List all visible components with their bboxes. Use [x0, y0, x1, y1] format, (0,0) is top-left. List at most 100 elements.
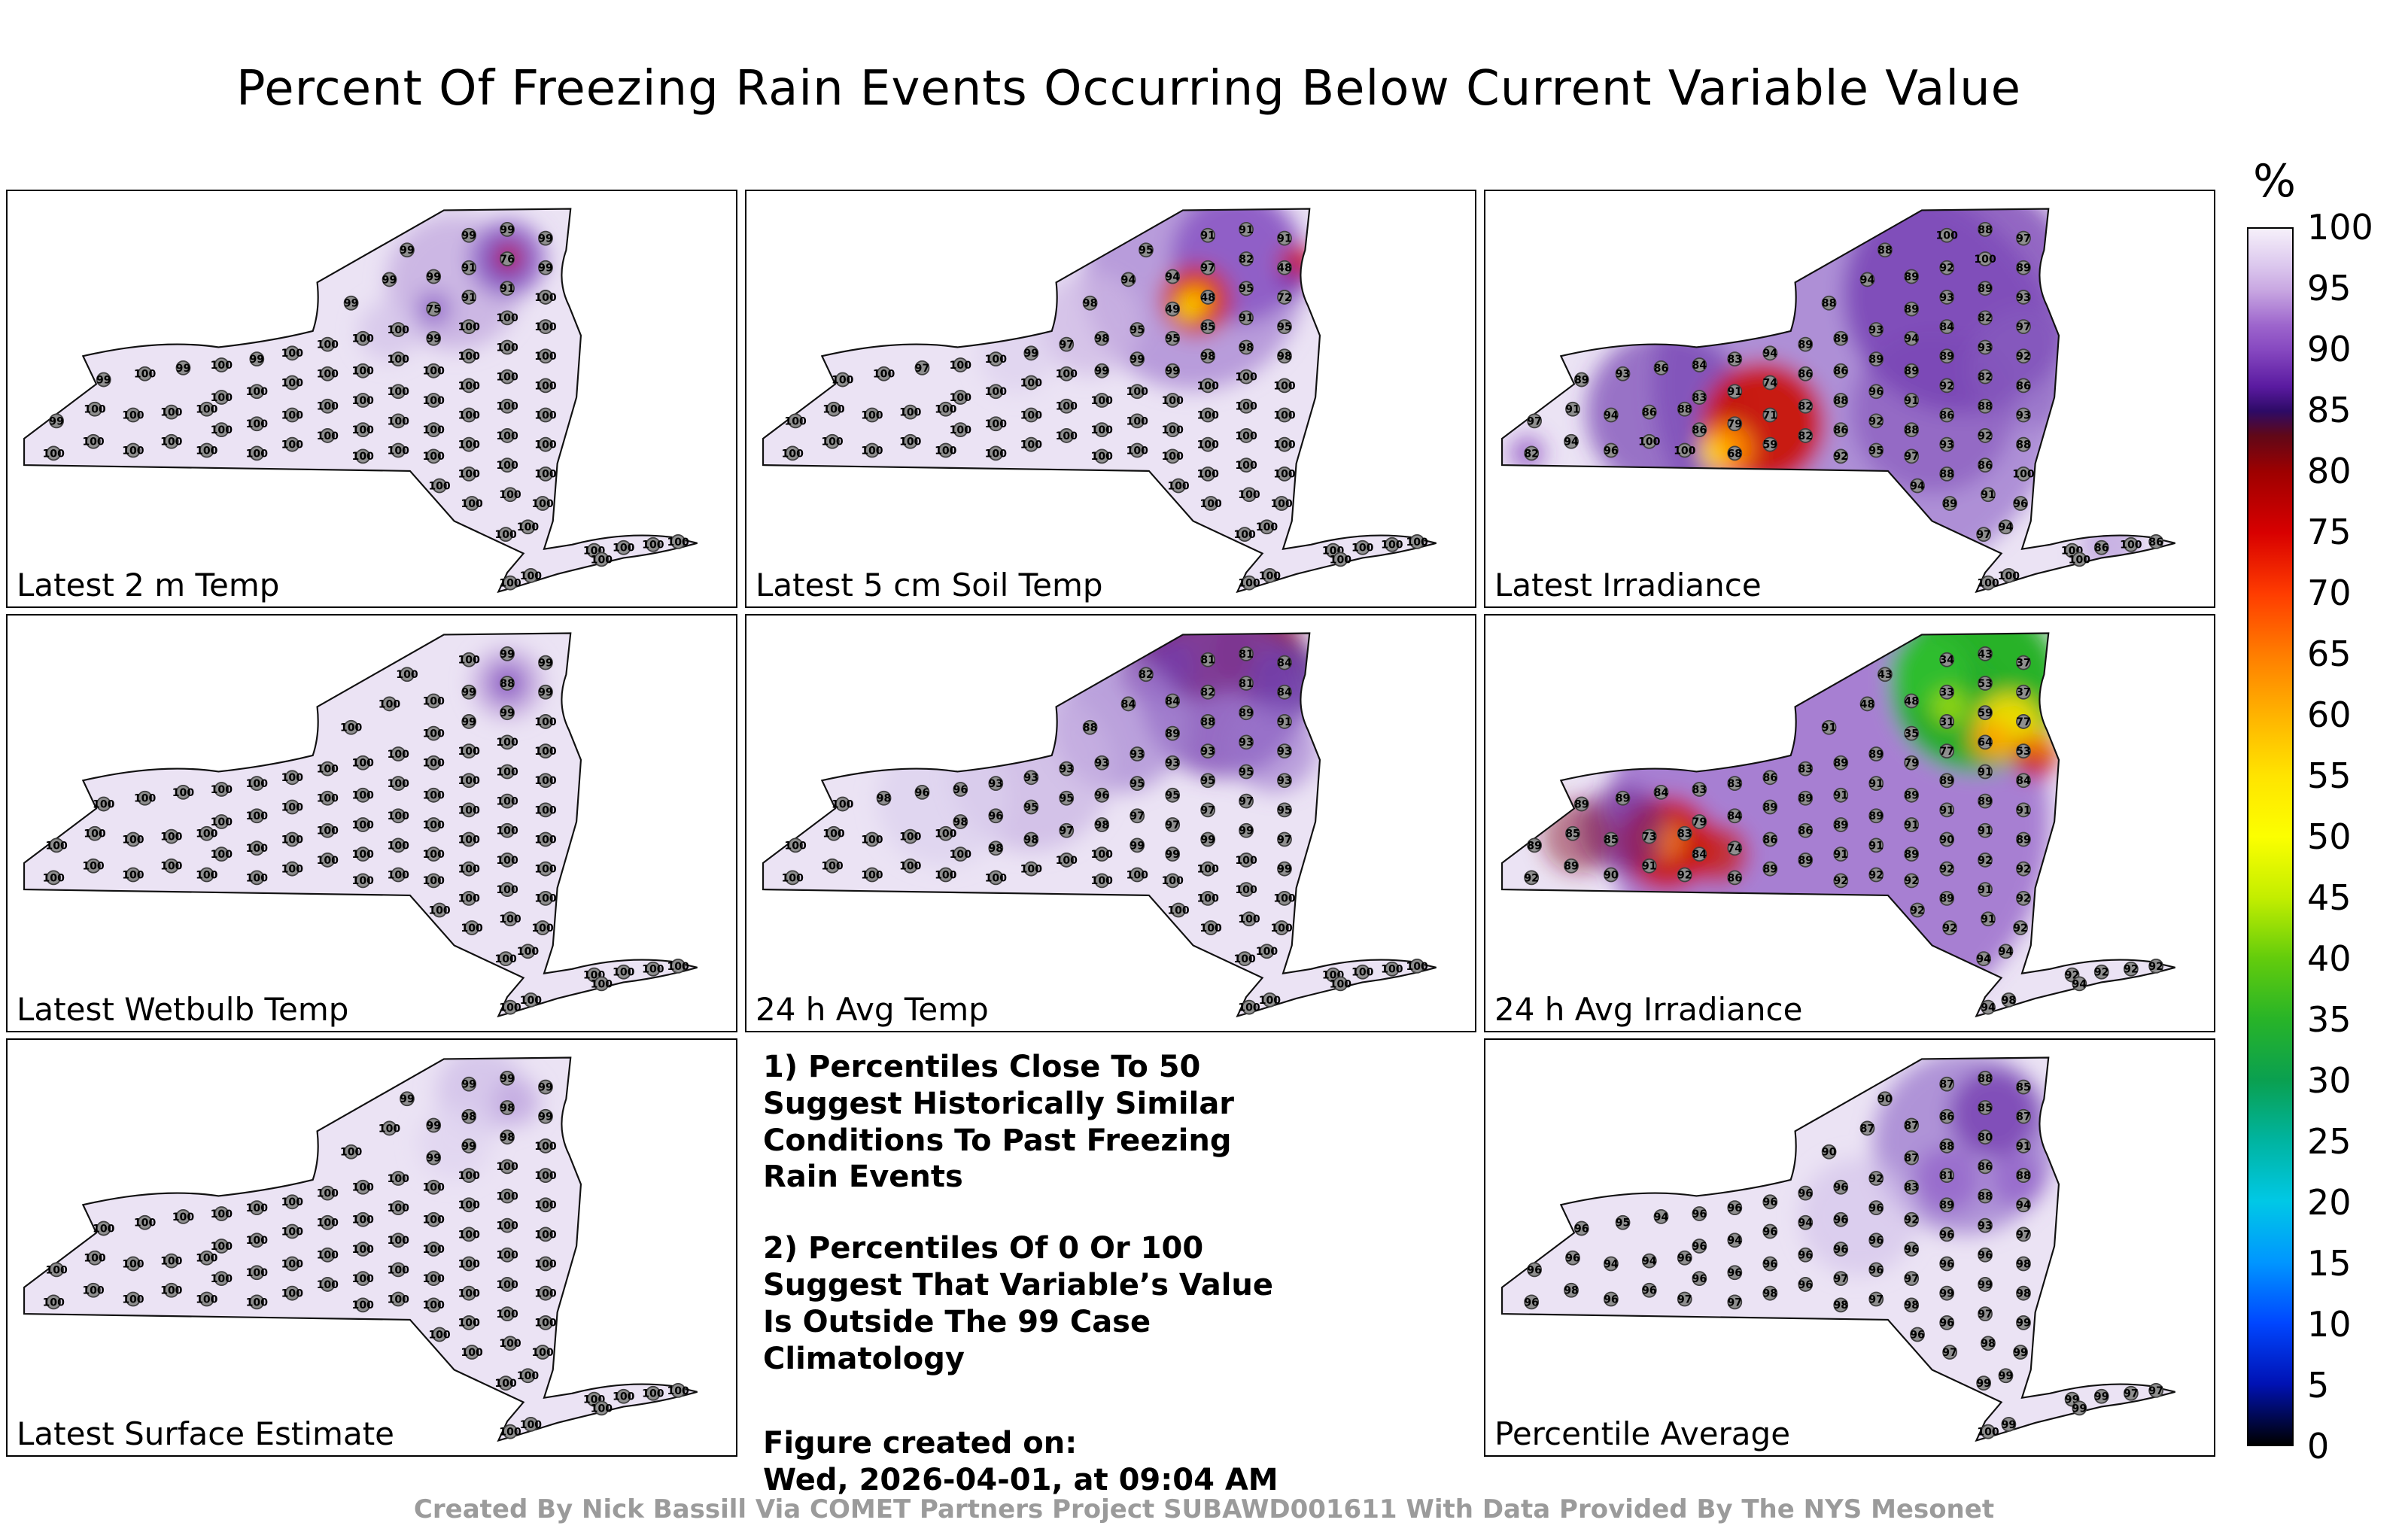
station-dot-icon — [1130, 746, 1145, 761]
station-value: 99 — [1130, 354, 1145, 366]
station-marker: 96 — [1641, 1282, 1657, 1298]
station-value: 100 — [1273, 380, 1296, 392]
station-dot-icon — [953, 814, 968, 829]
station-dot-icon — [1939, 1256, 1955, 1272]
station-value: 95 — [1239, 766, 1254, 778]
station-value: 99 — [500, 224, 515, 236]
station-value: 100 — [667, 961, 689, 973]
station-dot-icon — [1939, 652, 1955, 667]
station-marker: 100 — [950, 390, 971, 405]
station-value: 91 — [1833, 849, 1848, 861]
station-marker: 87 — [2016, 1108, 2031, 1124]
station-marker: 100 — [458, 348, 480, 364]
station-value: 100 — [211, 849, 233, 861]
station-dot-icon — [538, 1108, 553, 1124]
station-dot-icon — [320, 1185, 336, 1201]
station-dot-icon — [1877, 667, 1893, 682]
station-dot-icon — [1939, 890, 1955, 906]
station-dot-icon — [1242, 911, 1257, 927]
station-marker: 100 — [861, 831, 883, 847]
station-dot-icon — [538, 831, 553, 847]
station-value: 99 — [538, 658, 553, 670]
station-marker: 100 — [1381, 536, 1403, 552]
station-marker: 100 — [246, 870, 268, 886]
station-marker: 100 — [1196, 890, 1219, 906]
station-dot-icon — [1833, 787, 1849, 803]
station-value: 90 — [1877, 1093, 1893, 1105]
station-value: 100 — [534, 1229, 557, 1241]
station-marker: 100 — [461, 496, 483, 511]
station-value: 100 — [1126, 415, 1149, 427]
station-value: 99 — [426, 1120, 441, 1132]
station-value: 100 — [1199, 923, 1222, 935]
station-dot-icon — [1978, 1100, 1993, 1115]
station-dot-icon — [1641, 404, 1657, 420]
panel-label-24h-avg-irradiance: 24 h Avg Irradiance — [1494, 991, 1803, 1028]
station-dot-icon — [1239, 853, 1254, 868]
station-value: 79 — [1904, 758, 1919, 770]
station-value: 100 — [520, 570, 543, 582]
station-marker: 100 — [591, 1400, 613, 1416]
station-dot-icon — [214, 1239, 230, 1254]
station-value: 99 — [1239, 825, 1254, 837]
station-marker: 100 — [196, 825, 218, 841]
station-dot-icon — [426, 448, 442, 464]
station-marker: 82 — [1798, 398, 1814, 414]
station-marker: 100 — [1273, 436, 1296, 452]
station-dot-icon — [249, 1265, 265, 1281]
station-value: 100 — [82, 436, 105, 448]
station-dot-icon — [2016, 1256, 2031, 1272]
station-value: 100 — [423, 849, 445, 861]
station-marker: 92 — [1868, 867, 1884, 883]
station-marker: 99 — [343, 295, 359, 311]
station-dot-icon — [902, 858, 918, 874]
panel-24h-avg-temp: 100 100 100 100 100 100 100 100 100 100 100 98 96 96 9… — [745, 614, 1476, 1032]
station-dot-icon — [1939, 260, 1955, 275]
station-marker: 100 — [642, 1385, 664, 1401]
station-marker: 100 — [281, 799, 304, 815]
station-dot-icon — [1981, 487, 1996, 503]
station-marker: 81 — [1239, 646, 1254, 661]
station-marker: 100 — [458, 378, 480, 394]
station-value: 100 — [517, 1370, 540, 1382]
station-marker: 96 — [1910, 1327, 1925, 1342]
ny-map-latest-5cm-soil-temp: 100 100 100 100 100 100 100 100 100 100 100 100 97 10… — [746, 191, 1475, 606]
station-value: 86 — [1763, 834, 1778, 846]
colorbar-tick-label: 0 — [2307, 1426, 2330, 1467]
station-marker: 89 — [1939, 890, 1955, 906]
station-dot-icon — [2016, 436, 2031, 452]
station-marker: 86 — [1833, 363, 1848, 378]
station-value: 96 — [1728, 1202, 1743, 1214]
station-value: 97 — [1868, 1293, 1884, 1306]
station-dot-icon — [1615, 366, 1631, 381]
station-dot-icon — [1978, 882, 1993, 897]
station-value: 100 — [642, 964, 664, 976]
station-marker: 100 — [340, 1144, 362, 1160]
station-value: 100 — [160, 861, 183, 873]
station-marker: 100 — [1974, 251, 1996, 266]
station-dot-icon — [1354, 540, 1370, 555]
station-marker: 100 — [211, 814, 233, 829]
station-dot-icon — [1130, 867, 1145, 883]
station-value: 100 — [1233, 953, 1256, 965]
station-dot-icon — [426, 725, 442, 741]
station-value: 100 — [281, 801, 304, 813]
station-marker: 100 — [423, 847, 445, 862]
station-dot-icon — [1200, 436, 1216, 452]
station-marker: 91 — [1868, 837, 1884, 853]
station-marker: 99 — [1165, 847, 1181, 862]
station-dot-icon — [461, 1226, 477, 1242]
station-dot-icon — [1677, 825, 1692, 841]
station-marker: 100 — [122, 831, 144, 847]
station-value: 86 — [2148, 536, 2163, 549]
station-marker: 98 — [500, 1129, 515, 1145]
station-dot-icon — [538, 743, 553, 758]
station-dot-icon — [284, 799, 300, 815]
station-dot-icon — [1978, 339, 1993, 355]
station-dot-icon — [1762, 831, 1778, 847]
station-dot-icon — [1904, 1242, 1920, 1257]
station-marker: 99 — [538, 1108, 553, 1124]
station-dot-icon — [249, 776, 265, 792]
station-dot-icon — [2013, 920, 2028, 935]
station-marker: 98 — [1277, 348, 1292, 364]
